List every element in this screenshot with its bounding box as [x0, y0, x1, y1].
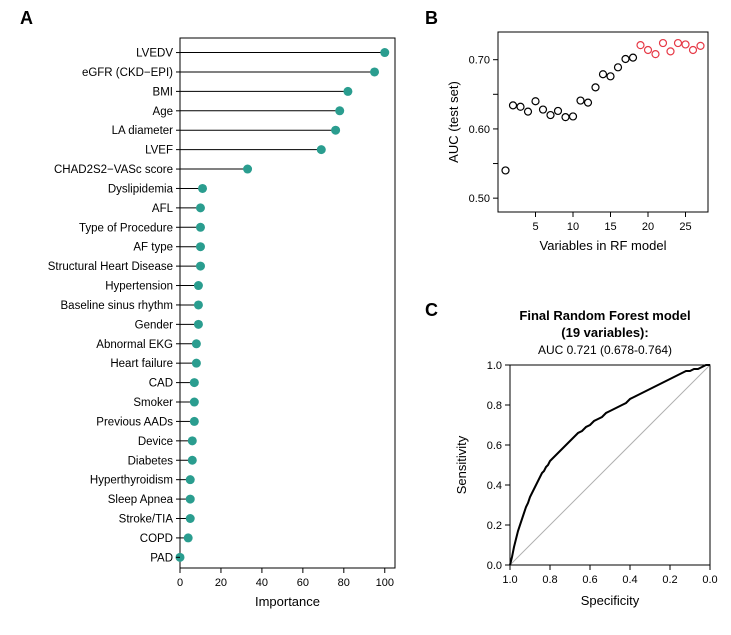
svg-text:Gender: Gender — [135, 319, 174, 331]
svg-text:60: 60 — [297, 577, 309, 589]
svg-text:AUC (test set): AUC (test set) — [446, 81, 461, 163]
svg-text:1.0: 1.0 — [487, 360, 502, 372]
svg-text:0.4: 0.4 — [622, 574, 637, 586]
svg-text:0.0: 0.0 — [487, 560, 502, 572]
svg-text:Variables in RF model: Variables in RF model — [540, 238, 667, 253]
svg-text:LVEDV: LVEDV — [136, 48, 173, 60]
svg-text:0.6: 0.6 — [582, 574, 597, 586]
svg-text:LA diameter: LA diameter — [112, 125, 174, 137]
panel-c-label: C — [425, 300, 438, 321]
svg-text:1.0: 1.0 — [502, 574, 517, 586]
svg-text:Specificity: Specificity — [581, 593, 640, 608]
svg-text:Dyslipidemia: Dyslipidemia — [108, 183, 174, 195]
svg-text:Type of Procedure: Type of Procedure — [79, 222, 173, 234]
panel-b-chart: 0.50 0.60 0.70 5 10 15 20 25 Variables in RF mod… — [440, 20, 725, 280]
svg-text:0.60: 0.60 — [469, 124, 490, 136]
svg-text:Sleep Apnea: Sleep Apnea — [108, 494, 174, 506]
svg-text:Heart failure: Heart failure — [110, 358, 173, 370]
svg-text:0.2: 0.2 — [662, 574, 677, 586]
panel-c-chart: Final Random Forest model (19 variables):… — [440, 300, 725, 630]
svg-text:Device: Device — [138, 436, 173, 448]
svg-text:Diabetes: Diabetes — [128, 455, 174, 467]
svg-text:CHAD2S2−VASc score: CHAD2S2−VASc score — [54, 164, 173, 176]
svg-text:0.50: 0.50 — [469, 193, 490, 205]
svg-text:PAD: PAD — [150, 552, 173, 564]
svg-text:20: 20 — [215, 577, 227, 589]
svg-text:(19 variables):: (19 variables): — [561, 325, 648, 340]
svg-text:0: 0 — [177, 577, 183, 589]
panel-a-chart: LVEDV eGFR (CKD−EPI) BMI Age LA diameter LVEF… — [0, 20, 415, 620]
svg-text:0.8: 0.8 — [542, 574, 557, 586]
svg-text:20: 20 — [642, 221, 654, 233]
svg-text:80: 80 — [338, 577, 350, 589]
svg-text:0.8: 0.8 — [487, 400, 502, 412]
svg-text:0.2: 0.2 — [487, 520, 502, 532]
svg-text:AFL: AFL — [152, 203, 174, 215]
svg-text:15: 15 — [604, 221, 616, 233]
svg-text:eGFR (CKD−EPI): eGFR (CKD−EPI) — [82, 67, 173, 79]
svg-text:100: 100 — [376, 577, 394, 589]
svg-text:10: 10 — [567, 221, 579, 233]
svg-text:Smoker: Smoker — [133, 397, 173, 409]
svg-text:Stroke/TIA: Stroke/TIA — [119, 513, 174, 525]
svg-text:Sensitivity: Sensitivity — [454, 435, 469, 494]
svg-text:Baseline sinus rhythm: Baseline sinus rhythm — [61, 300, 174, 312]
svg-text:CAD: CAD — [149, 378, 173, 390]
svg-text:Importance: Importance — [255, 594, 320, 609]
svg-text:40: 40 — [256, 577, 268, 589]
svg-text:Final Random Forest model: Final Random Forest model — [519, 308, 690, 323]
svg-text:Structural Heart Disease: Structural Heart Disease — [48, 261, 173, 273]
svg-text:AUC 0.721 (0.678-0.764): AUC 0.721 (0.678-0.764) — [538, 343, 672, 357]
svg-text:Abnormal EKG: Abnormal EKG — [96, 339, 173, 351]
svg-text:AF type: AF type — [133, 242, 173, 254]
svg-text:BMI: BMI — [153, 86, 173, 98]
svg-text:COPD: COPD — [140, 533, 173, 545]
svg-text:0.4: 0.4 — [487, 480, 502, 492]
svg-text:0.6: 0.6 — [487, 440, 502, 452]
svg-text:Hyperthyroidism: Hyperthyroidism — [90, 475, 173, 487]
svg-text:0.70: 0.70 — [469, 55, 490, 67]
svg-text:Previous AADs: Previous AADs — [96, 416, 173, 428]
svg-text:5: 5 — [532, 221, 538, 233]
svg-text:LVEF: LVEF — [145, 145, 173, 157]
panel-b-label: B — [425, 8, 438, 29]
svg-text:25: 25 — [679, 221, 691, 233]
svg-text:Hypertension: Hypertension — [105, 281, 173, 293]
svg-text:0.0: 0.0 — [702, 574, 717, 586]
svg-text:Age: Age — [153, 106, 173, 118]
